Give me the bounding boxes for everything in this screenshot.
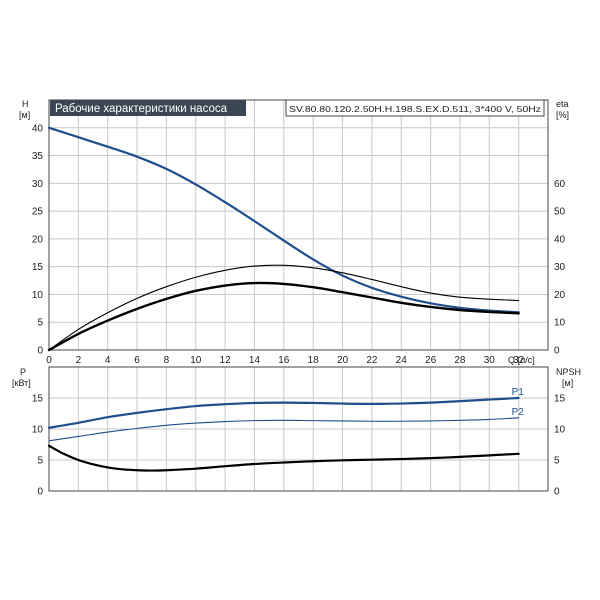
x-tick-label: 16 (278, 355, 290, 366)
x-tick-label: 0 (46, 355, 52, 366)
y2-axis-label-npsh: NPSH (556, 367, 581, 377)
upper-plot-frame (48, 99, 549, 351)
upper-x-ticks: 0 2 4 6 8 10 12 14 16 18 20 22 24 26 28 30 32 (46, 355, 524, 366)
y2-tick-label: 5 (554, 456, 560, 467)
y2-tick-label: 30 (554, 262, 566, 273)
y-tick-label: 5 (37, 456, 43, 467)
y2-tick-label: 40 (554, 234, 566, 245)
y-tick-label: 15 (32, 394, 44, 405)
x-tick-label: 2 (76, 355, 82, 366)
upper-grid (48, 100, 548, 351)
y-tick-label: 0 (37, 346, 43, 357)
title-box (50, 100, 246, 116)
upper-y-ticks: 0 5 10 15 20 25 30 35 40 (32, 123, 44, 356)
y2-axis-unit-npsh: [м] (562, 378, 573, 388)
y2-tick-label: 20 (554, 290, 566, 301)
x-tick-label: 18 (308, 355, 320, 366)
y-axis-label-p: P (20, 367, 26, 377)
efficiency-curve-bold (47, 281, 520, 352)
x-tick-label: 12 (220, 355, 232, 366)
x-tick-label: 26 (425, 355, 437, 366)
head-curve (47, 126, 520, 314)
lower-plot-frame (48, 366, 549, 492)
x-tick-label: 14 (249, 355, 261, 366)
y2-axis-label-eta: eta (556, 99, 569, 109)
npsh-curve (47, 444, 520, 472)
lower-y2-ticks: 0 5 10 15 (554, 394, 566, 498)
x-tick-label: 20 (337, 355, 349, 366)
y2-axis-unit-eta: [%] (556, 110, 569, 120)
y-tick-label: 25 (32, 207, 44, 218)
model-label-box (285, 99, 545, 117)
x-tick-label: 10 (190, 355, 202, 366)
lower-series (47, 396, 520, 472)
y2-tick-label: 0 (554, 487, 560, 498)
y2-tick-label: 15 (554, 394, 566, 405)
y-tick-label: 20 (32, 234, 44, 245)
y-tick-label: 10 (32, 425, 44, 436)
y2-tick-label: 10 (554, 425, 566, 436)
efficiency-curve-thin (48, 264, 520, 351)
series-label-p2: P2 (512, 407, 525, 418)
x-tick-label: 24 (396, 355, 408, 366)
y-tick-label: 10 (32, 290, 44, 301)
y2-tick-label: 10 (554, 318, 566, 329)
y-tick-label: 15 (32, 262, 44, 273)
x-tick-label: 22 (366, 355, 378, 366)
x-tick-label: 30 (484, 355, 496, 366)
chart-title: Рабочие характеристики насоса (55, 103, 228, 115)
lower-panel: P [кВт] NPSH [м] 0 5 10 15 0 5 10 15 P1 P2 (12, 366, 581, 498)
power-p2-curve (48, 417, 520, 442)
x-axis-label-q: Q [л/с] (508, 355, 535, 365)
y-tick-label: 35 (32, 151, 44, 162)
upper-y2-ticks: 0 10 20 30 40 50 60 (554, 179, 566, 357)
lower-series-labels: P1 P2 (512, 387, 525, 418)
y-axis-unit-h: [м] (19, 110, 30, 120)
lower-y-ticks: 0 5 10 15 (32, 394, 44, 498)
y-tick-label: 30 (32, 179, 44, 190)
x-tick-label: 4 (105, 355, 111, 366)
y-tick-label: 40 (32, 123, 44, 134)
y2-tick-label: 0 (554, 346, 560, 357)
upper-series (47, 126, 520, 352)
y2-tick-label: 60 (554, 179, 566, 190)
y-axis-label-h: H (22, 99, 29, 109)
y-tick-label: 0 (37, 487, 43, 498)
y-axis-unit-p: [кВт] (12, 378, 31, 388)
upper-panel: Рабочие характеристики насоса SV.80.80.1… (19, 99, 569, 366)
x-tick-label: 8 (164, 355, 170, 366)
x-tick-label: 6 (134, 355, 140, 366)
lower-grid (48, 367, 548, 492)
power-p1-curve (47, 396, 520, 429)
model-label: SV.80.80.120.2.50H.H.198.S.EX.D.511, 3*4… (289, 104, 541, 114)
y2-tick-label: 50 (554, 207, 566, 218)
series-label-p1: P1 (512, 387, 525, 398)
x-tick-label: 32 (513, 355, 525, 366)
y-tick-label: 5 (37, 318, 43, 329)
x-tick-label: 28 (454, 355, 466, 366)
